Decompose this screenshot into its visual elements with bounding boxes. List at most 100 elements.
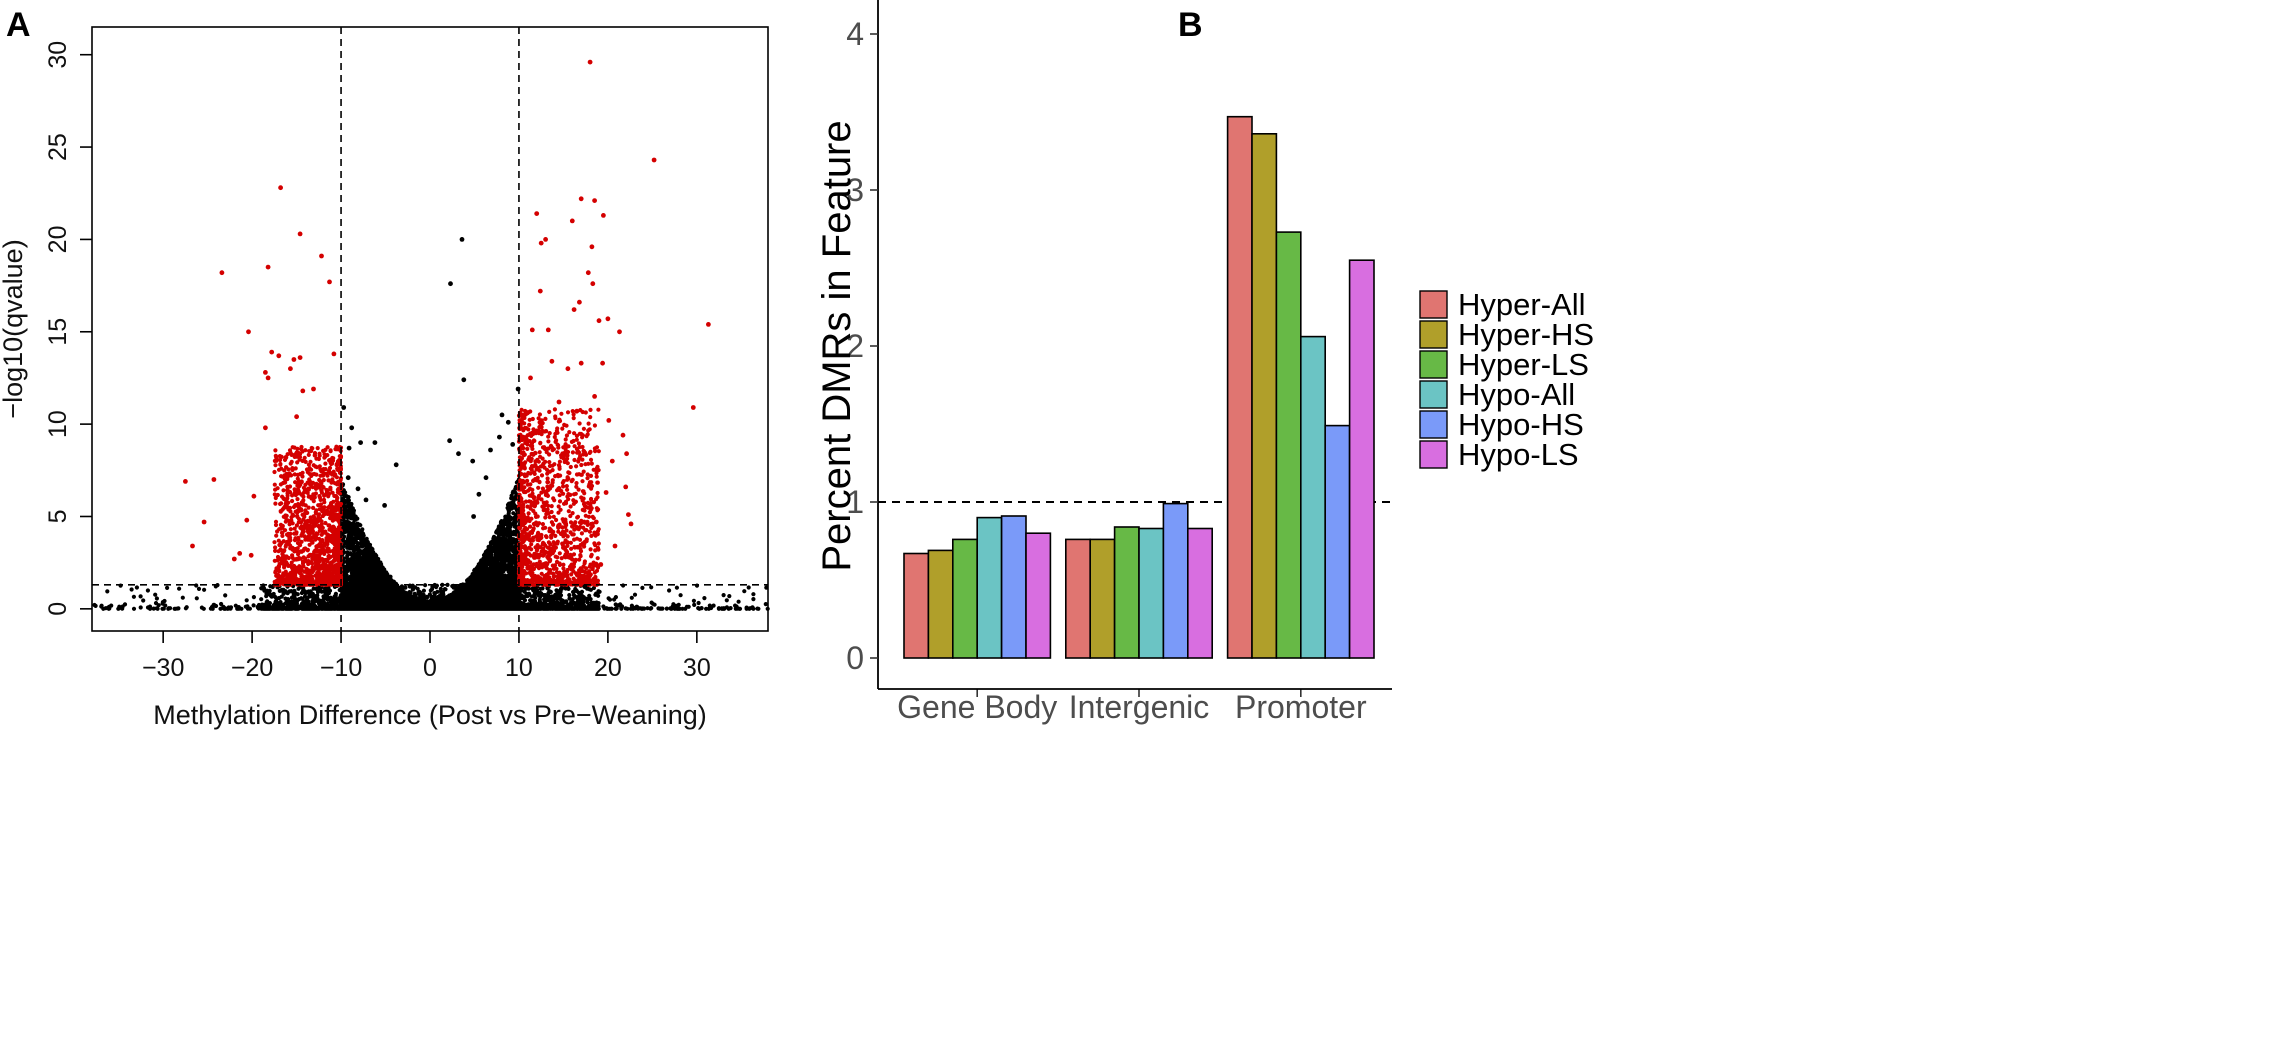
significant-point	[598, 562, 604, 567]
legend-label: Hypo-HS	[1458, 407, 1584, 442]
not_significant-point	[488, 447, 493, 453]
not_significant-points	[211, 237, 597, 609]
volcano-plot: −30 −20 −10 0 10 20 30 0 5 10 15 20 25 30 Methylation …	[0, 26, 770, 730]
significant-point	[612, 543, 618, 549]
significant-point	[585, 270, 591, 276]
significant-point	[690, 405, 696, 410]
legend-label: Hyper-HS	[1458, 317, 1594, 352]
significant-point	[626, 512, 631, 517]
not_significant-point	[345, 475, 351, 481]
bar-hyper-hs	[1089, 538, 1116, 659]
significant-point	[600, 360, 605, 366]
not_significant-point	[499, 412, 505, 418]
significant-point	[283, 455, 289, 460]
legend-label: Hyper-LS	[1458, 347, 1589, 382]
significant-point	[297, 355, 303, 360]
not_significant-point	[310, 591, 315, 597]
y-tick-label: 3	[846, 172, 864, 208]
not_significant-point	[505, 419, 511, 425]
y-tick-label: 20	[44, 226, 72, 254]
y-tick-label: 25	[44, 133, 72, 161]
y-axis-title: Percent DMRs in Feature	[815, 120, 859, 571]
significant-point	[211, 477, 217, 482]
y-tick-label: 2	[846, 328, 864, 364]
significant-point	[623, 484, 629, 490]
significant-point	[587, 59, 593, 65]
not_significant-point	[382, 503, 387, 508]
legend-label: Hypo-LS	[1458, 437, 1579, 472]
not_significant-point	[448, 281, 453, 287]
y-tick-label: 10	[44, 410, 72, 438]
significant-point	[569, 218, 575, 224]
bar-hypo-hs	[1324, 424, 1351, 659]
legend-swatch	[1419, 320, 1448, 349]
not_significant-point	[459, 237, 465, 242]
not_significant-point	[461, 377, 467, 383]
y-tick-label: 1	[846, 484, 864, 520]
x-tick-label: −30	[142, 654, 184, 682]
not_significant-point	[372, 440, 378, 445]
significant-point	[617, 329, 622, 335]
x-tick-label: 10	[505, 654, 533, 682]
legend-swatch	[1419, 380, 1448, 409]
bar-hypo-hs	[1000, 515, 1027, 659]
significant-point	[269, 349, 275, 355]
plot-frame	[91, 26, 769, 632]
significant-point	[590, 281, 596, 287]
significant-point	[628, 521, 634, 527]
non-significant-point-cloud	[92, 477, 770, 611]
significant-point	[246, 329, 251, 335]
significant-point	[549, 358, 555, 364]
bar-hyper-ls	[951, 538, 978, 659]
significant-point	[263, 370, 268, 375]
legend-label: Hyper-All	[1458, 287, 1585, 322]
y-tick-label: 0	[44, 602, 72, 616]
legend-item-hypo-all: Hypo-All	[1419, 377, 1575, 412]
bar-hyper-ls	[1275, 231, 1302, 659]
y-tick-label: 5	[44, 510, 72, 524]
legend-swatch	[1419, 290, 1448, 319]
legend-item-hyper-hs: Hyper-HS	[1419, 317, 1594, 352]
x-tick-label: 0	[423, 654, 437, 682]
bar-chart: Gene Body Intergenic Promoter 0 1 2 3 4 Percent …	[815, 0, 1392, 725]
bar-hypo-all	[1138, 527, 1165, 659]
significant-point	[605, 316, 611, 322]
significant-point	[624, 451, 629, 457]
not_significant-point	[349, 425, 355, 431]
significant-points	[183, 59, 711, 567]
bar-hyper-hs	[927, 549, 954, 659]
significant-point	[263, 425, 268, 431]
y-tick-label: 4	[846, 16, 864, 52]
significant-point	[231, 556, 237, 562]
legend-swatch	[1419, 350, 1448, 379]
not_significant-point	[355, 486, 361, 492]
not_significant-point	[497, 434, 502, 440]
not_significant-point	[358, 440, 363, 445]
bar-group-intergenic	[1065, 502, 1214, 659]
not_significant-point	[211, 602, 217, 608]
bar-hyper-all	[1226, 115, 1253, 659]
not_significant-point	[471, 514, 476, 519]
bar-hyper-ls	[1113, 526, 1140, 659]
significant-point	[534, 211, 540, 217]
significant-point	[529, 327, 535, 333]
significant-point	[265, 375, 271, 381]
bar-group-promoter	[1226, 115, 1375, 659]
significant-point	[248, 552, 254, 558]
legend-item-hypo-ls: Hypo-LS	[1419, 437, 1579, 472]
bar-hypo-all	[976, 516, 1003, 659]
significant-point	[545, 327, 551, 333]
significant-point	[190, 543, 195, 549]
significant-point	[300, 388, 306, 394]
significant-point	[311, 386, 316, 392]
legend-item-hypo-hs: Hypo-HS	[1419, 407, 1584, 442]
legend: Hyper-AllHyper-HSHyper-LSHypo-AllHypo-HS…	[1419, 287, 1594, 472]
not_significant-point	[273, 599, 279, 604]
significant-point	[592, 394, 597, 399]
legend-swatch	[1419, 410, 1448, 439]
bar-group-gene-body	[903, 515, 1052, 659]
significant-point	[183, 479, 188, 484]
significant-point	[291, 357, 297, 362]
significant-point	[609, 458, 615, 464]
